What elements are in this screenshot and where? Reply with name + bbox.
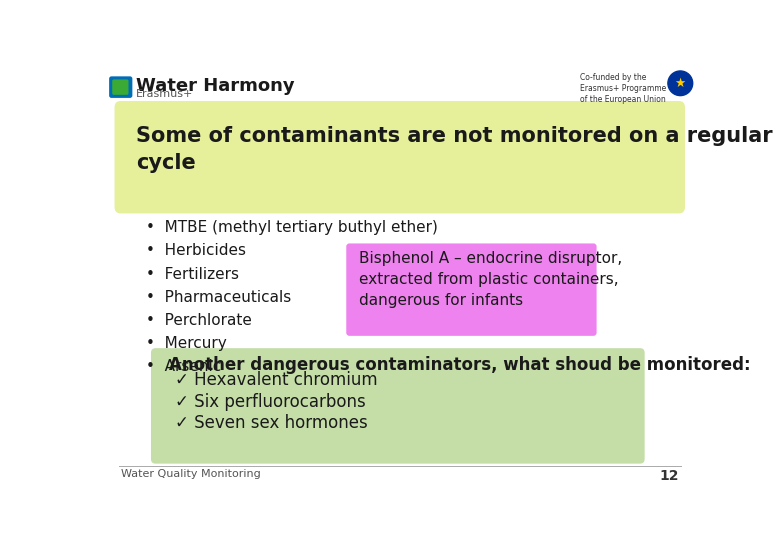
FancyBboxPatch shape xyxy=(115,101,685,213)
Text: Erasmus+: Erasmus+ xyxy=(136,89,193,99)
Text: •  Perchlorate: • Perchlorate xyxy=(146,313,251,328)
Text: ✓ Six perfluorocarbons: ✓ Six perfluorocarbons xyxy=(175,393,366,411)
Text: Another dangerous contaminators, what shoud be monitored:: Another dangerous contaminators, what sh… xyxy=(168,356,750,374)
Text: ✓ Seven sex hormones: ✓ Seven sex hormones xyxy=(175,414,367,433)
FancyBboxPatch shape xyxy=(346,244,597,336)
FancyBboxPatch shape xyxy=(112,79,129,95)
Text: •  MTBE (methyl tertiary buthyl ether): • MTBE (methyl tertiary buthyl ether) xyxy=(146,220,438,235)
Text: 12: 12 xyxy=(659,469,679,483)
Text: •  Arsenic: • Arsenic xyxy=(146,359,221,374)
Text: •  Herbicides: • Herbicides xyxy=(146,244,246,259)
Text: •  Pharmaceuticals: • Pharmaceuticals xyxy=(146,289,291,305)
Text: Some of contaminants are not monitored on a regular
cycle: Some of contaminants are not monitored o… xyxy=(136,126,773,173)
FancyBboxPatch shape xyxy=(151,348,644,464)
Text: Water Quality Monitoring: Water Quality Monitoring xyxy=(121,469,261,479)
Text: Water Harmony: Water Harmony xyxy=(136,77,295,95)
Text: ★: ★ xyxy=(675,77,686,90)
Circle shape xyxy=(668,71,693,96)
Text: Co-funded by the
Erasmus+ Programme
of the European Union: Co-funded by the Erasmus+ Programme of t… xyxy=(580,72,666,104)
FancyBboxPatch shape xyxy=(109,76,133,98)
Text: Bisphenol A – endocrine disruptor,
extracted from plastic containers,
dangerous : Bisphenol A – endocrine disruptor, extra… xyxy=(360,251,622,308)
Text: •  Mercury: • Mercury xyxy=(146,336,226,351)
Text: ✓ Hexavalent chromium: ✓ Hexavalent chromium xyxy=(175,372,378,389)
Text: •  Fertilizers: • Fertilizers xyxy=(146,267,239,281)
